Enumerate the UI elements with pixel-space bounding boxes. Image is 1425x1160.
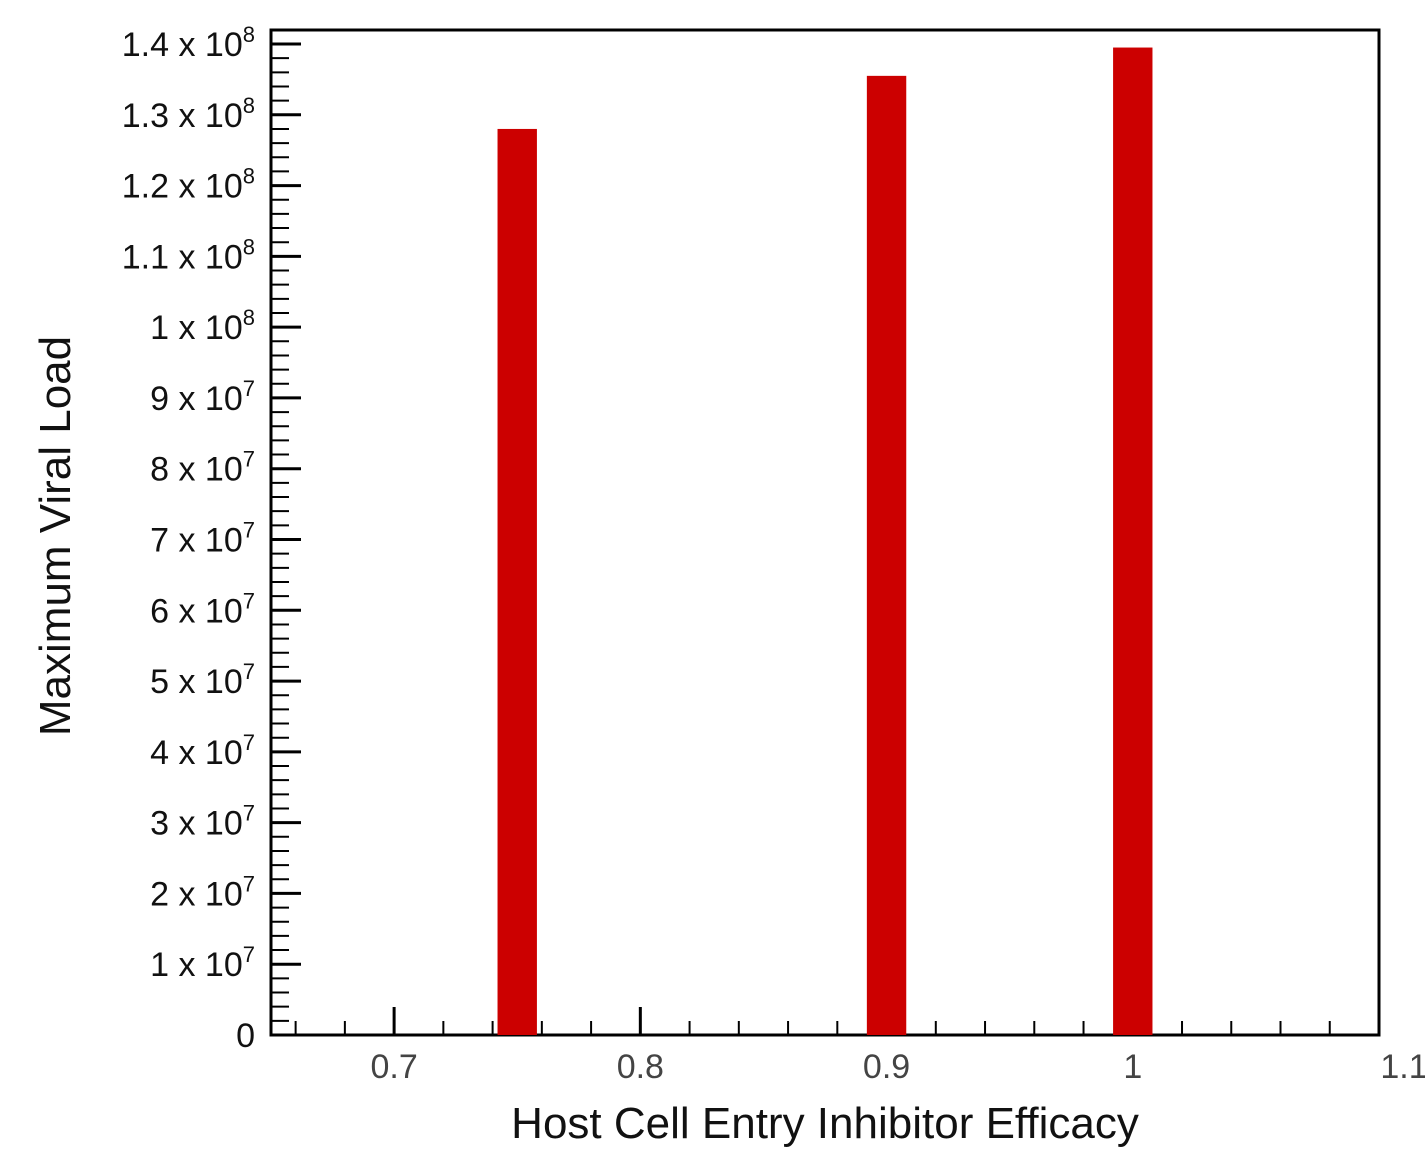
bar [866, 75, 907, 1035]
y-tick-label: 3 x 107 [150, 801, 255, 843]
y-tick-label: 8 x 107 [150, 447, 255, 489]
y-axis-title: Maximum Viral Load [31, 336, 80, 736]
y-tick-label: 9 x 107 [150, 376, 255, 418]
x-axis-title: Host Cell Entry Inhibitor Efficacy [511, 1099, 1139, 1148]
x-tick-label: 1.1 [1380, 1048, 1425, 1086]
plot-frame [269, 28, 1381, 1037]
major-tick-group [271, 42, 1381, 1037]
y-tick-label: 7 x 107 [150, 518, 255, 560]
bar [497, 128, 537, 1035]
x-tick-label: 0.7 [370, 1048, 417, 1086]
y-tick-label: 4 x 107 [150, 730, 255, 772]
x-tick-label: 0.8 [617, 1048, 664, 1086]
y-tick-label: 6 x 107 [150, 588, 255, 630]
minor-tick-group [271, 43, 1380, 1036]
y-tick-label: 1.1 x 108 [122, 234, 255, 276]
y-tick-label: 1 x 107 [150, 942, 255, 984]
y-tick-label: 1 x 108 [150, 305, 255, 347]
y-tick-label-group: 0 1 x 107 2 x 107 3 x 107 4 x 107 5 x 107 6 x … [122, 22, 255, 1055]
y-tick-label: 1.4 x 108 [122, 22, 255, 64]
y-tick-label: 1.2 x 108 [122, 164, 255, 206]
bar-group [497, 47, 1153, 1035]
x-tick-label: 1 [1123, 1048, 1142, 1086]
y-tick-label: 0 [236, 1017, 255, 1055]
y-tick-label: 1.3 x 108 [122, 93, 255, 135]
y-tick-label: 5 x 107 [150, 659, 255, 701]
x-tick-label: 0.9 [863, 1048, 910, 1086]
bar [1113, 47, 1153, 1035]
y-tick-label: 2 x 107 [150, 871, 255, 913]
x-tick-label-group: 0.7 0.8 0.9 1 1.1 [370, 1048, 1425, 1086]
